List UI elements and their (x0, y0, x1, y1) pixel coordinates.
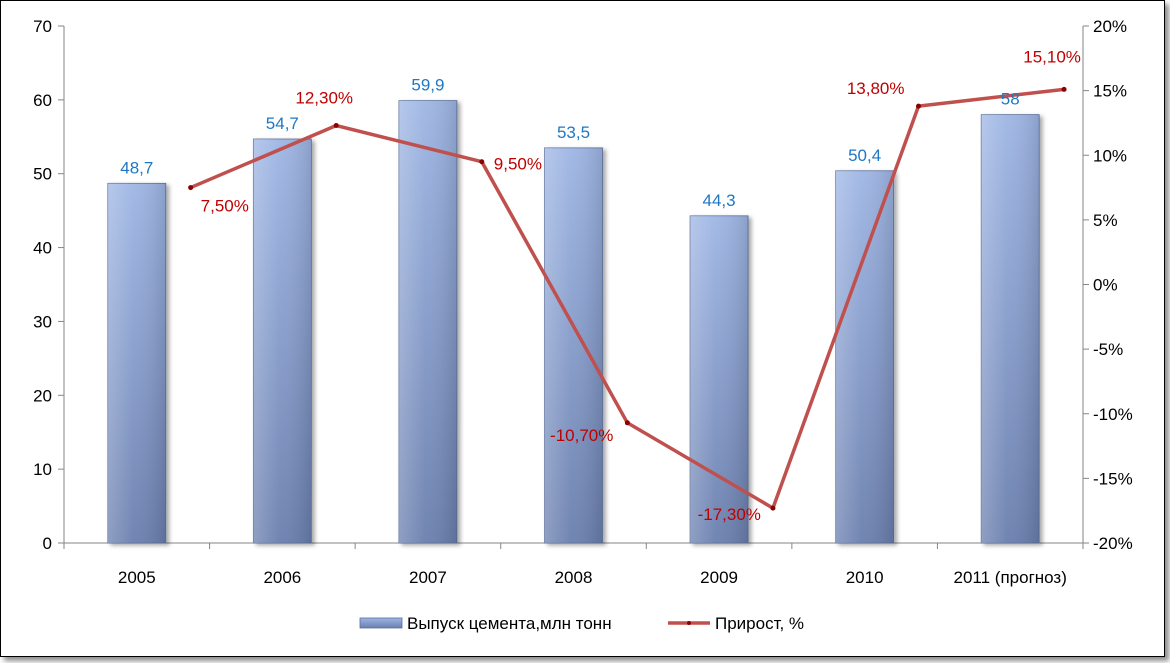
right-axis-tick-label: 10% (1093, 146, 1127, 165)
line-point (479, 159, 485, 165)
bar-value-label: 59,9 (411, 76, 444, 95)
line-point (916, 103, 922, 109)
line-value-label: 13,80% (847, 79, 905, 98)
bar-sheen (253, 139, 312, 543)
bar-sheen (107, 183, 166, 543)
line-value-label: 7,50% (201, 197, 249, 216)
line-point (624, 420, 630, 426)
bar (252, 138, 312, 544)
bar (835, 170, 895, 544)
growth-line (189, 87, 1065, 510)
right-axis-tick-label: 5% (1093, 211, 1118, 230)
bar-sheen (835, 170, 894, 543)
data-labels: 48,7 54,7 59,9 53,5 44,3 50,4 58 7,50% 12,30% 9,5… (120, 47, 1081, 524)
x-axis-tick-label: 2007 (409, 568, 447, 587)
bar-sheen (690, 215, 749, 543)
right-axis-tick-label: -20% (1093, 534, 1133, 553)
line-series (188, 86, 1067, 511)
legend-label-bars: Выпуск цемента,млн тонн (407, 614, 612, 633)
axes: 0 10 20 30 40 50 60 70 -20% -15% -10% -5% 0% 5% 10% 15%… (33, 17, 1133, 587)
bar-value-label: 44,3 (703, 191, 736, 210)
legend: Выпуск цемента,млн тонн Прирост, % (359, 614, 804, 633)
left-axis-tick-label: 30 (33, 312, 52, 331)
bar-value-label: 53,5 (557, 123, 590, 142)
line-point (1061, 86, 1067, 92)
right-axis-tick-label: 15% (1093, 82, 1127, 101)
bar (689, 215, 749, 544)
bar (398, 100, 458, 544)
x-axis-tick-label: 2006 (263, 568, 301, 587)
bar (980, 114, 1040, 544)
bar (544, 147, 603, 544)
x-axis-tick-label: 2011 (прогноз) (954, 568, 1067, 587)
legend-line-marker (687, 621, 691, 625)
left-axis-tick-label: 40 (33, 239, 52, 258)
bar-value-label: 50,4 (848, 146, 881, 165)
bar-value-label: 54,7 (266, 114, 299, 133)
x-axis-tick-label: 2010 (846, 568, 884, 587)
left-axis-tick-label: 60 (33, 91, 52, 110)
line-value-label: -17,30% (698, 505, 761, 524)
bar-sheen (981, 114, 1040, 543)
bar-sheen (544, 147, 603, 543)
x-axis-tick-label: 2008 (555, 568, 593, 587)
line-value-label: 12,30% (295, 89, 353, 108)
legend-label-line: Прирост, % (715, 614, 804, 633)
bar-value-label: 58 (1001, 90, 1020, 109)
line-value-label: 9,50% (494, 155, 542, 174)
bar-series (107, 100, 1040, 544)
left-axis-tick-label: 70 (33, 17, 52, 36)
left-axis-tick-label: 0 (43, 534, 52, 553)
bar-value-label: 48,7 (120, 158, 153, 177)
right-axis-tick-label: -5% (1093, 340, 1123, 359)
right-axis-tick-label: -10% (1093, 405, 1133, 424)
left-axis-tick-label: 20 (33, 386, 52, 405)
line-value-label: -10,70% (550, 426, 613, 445)
legend-bar-swatch (359, 617, 403, 629)
x-axis-tick-label: 2005 (118, 568, 156, 587)
line-point (770, 505, 776, 511)
left-axis-tick-label: 50 (33, 165, 52, 184)
x-axis-tick-label: 2009 (700, 568, 738, 587)
line-value-label: 15,10% (1023, 47, 1081, 66)
bar (107, 182, 167, 544)
right-axis-tick-label: 20% (1093, 17, 1127, 36)
bar-sheen (398, 100, 457, 544)
left-axis-tick-label: 10 (33, 460, 52, 479)
right-axis-tick-label: 0% (1093, 276, 1118, 295)
line-point (188, 185, 194, 191)
right-axis-tick-label: -15% (1093, 469, 1133, 488)
line-point (333, 123, 339, 129)
